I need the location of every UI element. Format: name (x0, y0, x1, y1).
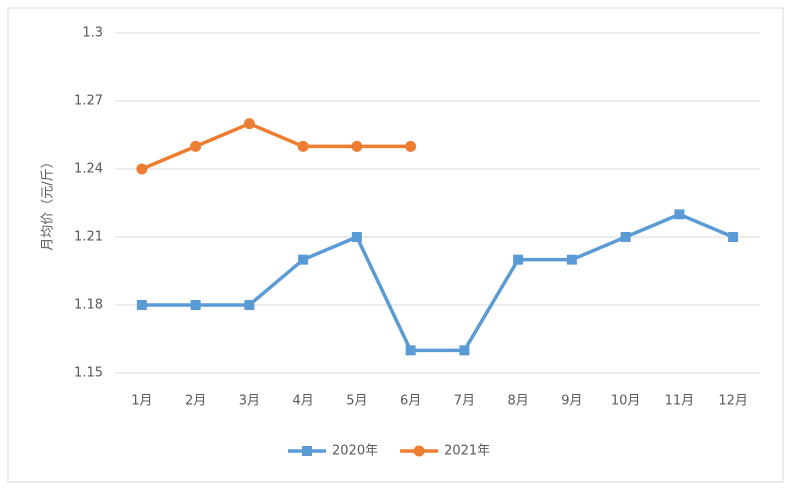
legend-swatch-marker (302, 446, 312, 456)
data-point (136, 300, 147, 310)
x-tick-label: 10月 (611, 394, 641, 409)
x-tick-label: 12月 (718, 394, 748, 409)
legend-label: 2020年 (332, 444, 378, 459)
data-point (190, 140, 202, 152)
data-point (405, 345, 416, 356)
series-line (141, 212, 734, 353)
y-tick-label: 1.15 (74, 366, 103, 381)
data-point (190, 300, 201, 310)
data-point (243, 118, 255, 130)
data-point (298, 254, 309, 265)
data-point (674, 209, 685, 220)
legend-label: 2021年 (444, 444, 490, 459)
y-axis-label: 月均价（元/斤） (41, 155, 56, 250)
x-tick-label: 8月 (507, 394, 528, 409)
data-point (513, 254, 524, 265)
y-tick-label: 1.24 (74, 162, 103, 177)
x-tick-label: 2月 (185, 394, 206, 409)
x-tick-label: 4月 (292, 394, 313, 409)
y-tick-label: 1.3 (82, 26, 103, 41)
chart-border (7, 7, 784, 483)
data-point (351, 232, 362, 242)
y-tick-label: 1.18 (74, 298, 103, 313)
data-point (459, 345, 470, 356)
data-point (620, 232, 631, 242)
y-tick-label: 1.21 (74, 230, 103, 245)
data-point (297, 140, 309, 152)
x-tick-label: 3月 (239, 394, 260, 409)
y-tick-label: 1.27 (74, 94, 103, 109)
legend-swatch-marker (413, 445, 425, 457)
x-tick-label: 7月 (454, 394, 475, 409)
x-tick-label: 9月 (561, 394, 582, 409)
data-point (405, 140, 417, 152)
x-tick-label: 6月 (400, 394, 421, 409)
series-line (141, 121, 411, 171)
data-point (351, 140, 363, 152)
data-point (728, 232, 739, 242)
x-tick-label: 1月 (131, 394, 152, 409)
x-tick-label: 11月 (665, 394, 695, 409)
data-point (566, 254, 577, 265)
x-tick-label: 5月 (346, 394, 367, 409)
data-point (244, 300, 255, 310)
data-point (136, 163, 148, 175)
